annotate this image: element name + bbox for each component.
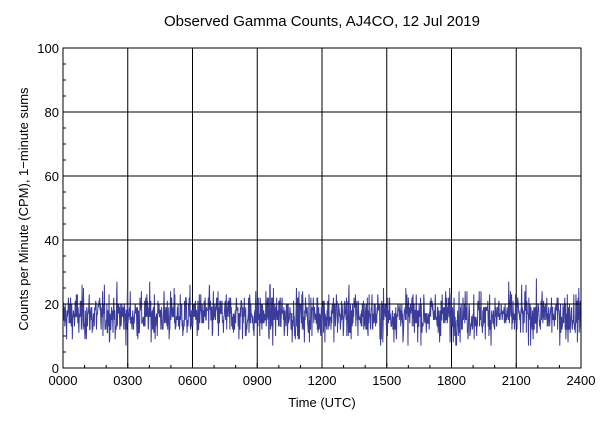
x-tick-label-2400: 2400 bbox=[567, 373, 596, 388]
x-axis-label: Time (UTC) bbox=[288, 395, 355, 410]
x-tick-label-1500: 1500 bbox=[372, 373, 401, 388]
y-tick-label-60: 60 bbox=[45, 169, 59, 184]
x-tick-label-0600: 0600 bbox=[178, 373, 207, 388]
plot-area bbox=[62, 47, 582, 369]
y-tick-label-0: 0 bbox=[52, 361, 59, 376]
x-tick-label-1800: 1800 bbox=[437, 373, 466, 388]
x-tick-labels: 0000 0300 0600 0900 1200 1500 1800 2100 2400 bbox=[49, 373, 596, 388]
x-tick-label-2100: 2100 bbox=[502, 373, 531, 388]
x-tick-label-0300: 0300 bbox=[113, 373, 142, 388]
x-tick-label-1200: 1200 bbox=[308, 373, 337, 388]
y-tick-labels: 0 20 40 60 80 100 bbox=[37, 41, 59, 376]
x-tick-label-0000: 0000 bbox=[49, 373, 78, 388]
y-tick-label-40: 40 bbox=[45, 233, 59, 248]
x-tick-label-0900: 0900 bbox=[243, 373, 272, 388]
y-tick-label-80: 80 bbox=[45, 105, 59, 120]
y-tick-label-100: 100 bbox=[37, 41, 59, 56]
y-axis-label: Counts per Minute (CPM), 1−minute sums bbox=[16, 87, 31, 331]
series-line-cpm bbox=[62, 278, 582, 346]
y-tick-label-20: 20 bbox=[45, 297, 59, 312]
chart-title: Observed Gamma Counts, AJ4CO, 12 Jul 201… bbox=[164, 13, 480, 30]
